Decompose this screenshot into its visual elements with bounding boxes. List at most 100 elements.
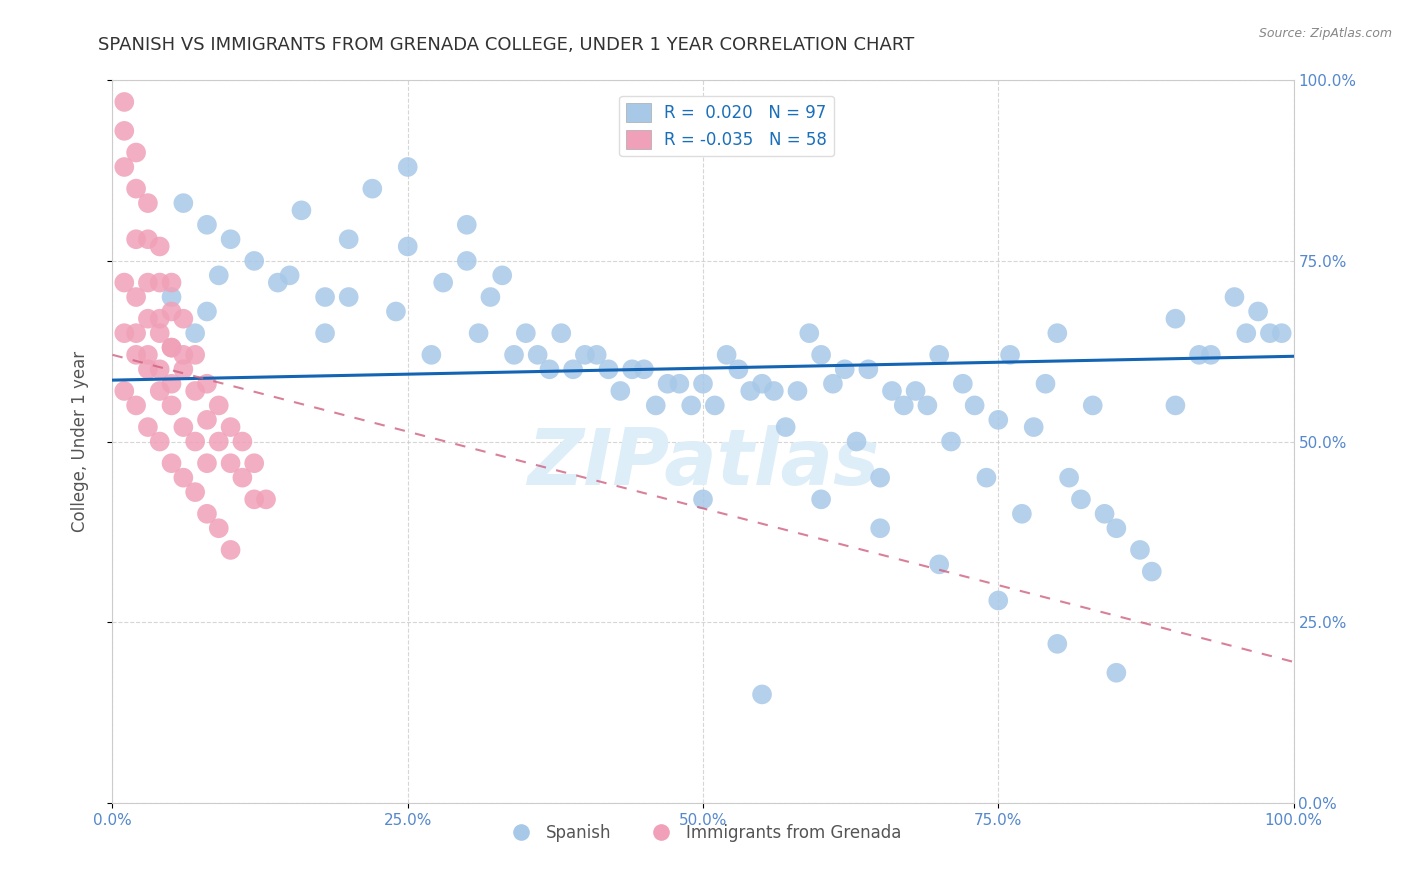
Point bbox=[1046, 637, 1069, 651]
Point bbox=[786, 384, 808, 398]
Point bbox=[160, 341, 183, 355]
Point bbox=[491, 268, 513, 283]
Point bbox=[243, 456, 266, 470]
Point bbox=[125, 348, 148, 362]
Point bbox=[681, 398, 703, 412]
Point bbox=[987, 413, 1010, 427]
Point bbox=[939, 434, 962, 449]
Point bbox=[1199, 348, 1222, 362]
Point bbox=[172, 470, 194, 484]
Point bbox=[810, 492, 832, 507]
Point bbox=[904, 384, 927, 398]
Point bbox=[1022, 420, 1045, 434]
Point bbox=[184, 485, 207, 500]
Point bbox=[976, 470, 998, 484]
Point bbox=[112, 276, 135, 290]
Point bbox=[893, 398, 915, 412]
Point bbox=[467, 326, 489, 340]
Point bbox=[219, 232, 242, 246]
Legend: Spanish, Immigrants from Grenada: Spanish, Immigrants from Grenada bbox=[498, 817, 908, 848]
Point bbox=[598, 362, 620, 376]
Point bbox=[799, 326, 821, 340]
Point bbox=[184, 384, 207, 398]
Point bbox=[692, 492, 714, 507]
Point bbox=[585, 348, 607, 362]
Point bbox=[149, 362, 172, 376]
Point bbox=[208, 434, 231, 449]
Point bbox=[172, 362, 194, 376]
Point bbox=[125, 290, 148, 304]
Point bbox=[337, 290, 360, 304]
Point bbox=[219, 542, 242, 557]
Point bbox=[880, 384, 903, 398]
Point bbox=[184, 326, 207, 340]
Point bbox=[231, 470, 253, 484]
Point bbox=[396, 160, 419, 174]
Point bbox=[254, 492, 277, 507]
Point bbox=[574, 348, 596, 362]
Point bbox=[112, 95, 135, 109]
Point bbox=[337, 232, 360, 246]
Point bbox=[562, 362, 585, 376]
Point bbox=[644, 398, 666, 412]
Point bbox=[1223, 290, 1246, 304]
Point bbox=[633, 362, 655, 376]
Point bbox=[267, 276, 290, 290]
Point bbox=[668, 376, 690, 391]
Point bbox=[1140, 565, 1163, 579]
Point bbox=[775, 420, 797, 434]
Point bbox=[125, 398, 148, 412]
Point bbox=[526, 348, 548, 362]
Point bbox=[278, 268, 301, 283]
Point bbox=[917, 398, 939, 412]
Point bbox=[184, 348, 207, 362]
Point bbox=[609, 384, 631, 398]
Point bbox=[1129, 542, 1152, 557]
Point bbox=[1164, 311, 1187, 326]
Point bbox=[1234, 326, 1257, 340]
Point bbox=[479, 290, 502, 304]
Point bbox=[550, 326, 572, 340]
Point bbox=[834, 362, 856, 376]
Text: SPANISH VS IMMIGRANTS FROM GRENADA COLLEGE, UNDER 1 YEAR CORRELATION CHART: SPANISH VS IMMIGRANTS FROM GRENADA COLLE… bbox=[98, 36, 915, 54]
Point bbox=[1057, 470, 1080, 484]
Point bbox=[361, 182, 384, 196]
Y-axis label: College, Under 1 year: College, Under 1 year bbox=[70, 351, 89, 533]
Point bbox=[112, 124, 135, 138]
Point bbox=[136, 276, 159, 290]
Point bbox=[219, 420, 242, 434]
Point bbox=[692, 376, 714, 391]
Point bbox=[1258, 326, 1281, 340]
Point bbox=[195, 507, 218, 521]
Point bbox=[184, 434, 207, 449]
Point bbox=[1105, 521, 1128, 535]
Point bbox=[396, 239, 419, 253]
Point bbox=[703, 398, 725, 412]
Point bbox=[208, 398, 231, 412]
Point bbox=[751, 376, 773, 391]
Point bbox=[740, 384, 762, 398]
Point bbox=[149, 326, 172, 340]
Point bbox=[1070, 492, 1092, 507]
Point bbox=[987, 593, 1010, 607]
Point bbox=[160, 376, 183, 391]
Point bbox=[112, 326, 135, 340]
Point bbox=[845, 434, 868, 449]
Point bbox=[716, 348, 738, 362]
Point bbox=[1105, 665, 1128, 680]
Point bbox=[621, 362, 644, 376]
Point bbox=[751, 687, 773, 701]
Point bbox=[858, 362, 880, 376]
Point bbox=[149, 239, 172, 253]
Point bbox=[136, 196, 159, 211]
Point bbox=[928, 348, 950, 362]
Point bbox=[112, 160, 135, 174]
Point bbox=[762, 384, 785, 398]
Point bbox=[1247, 304, 1270, 318]
Point bbox=[727, 362, 749, 376]
Point bbox=[290, 203, 312, 218]
Point bbox=[810, 348, 832, 362]
Point bbox=[172, 196, 194, 211]
Point bbox=[515, 326, 537, 340]
Point bbox=[125, 145, 148, 160]
